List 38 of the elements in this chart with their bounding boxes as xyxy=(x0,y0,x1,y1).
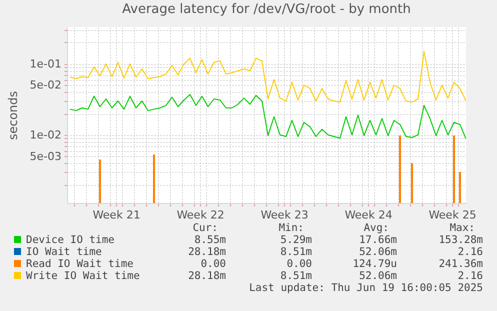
legend-label: IO Wait time xyxy=(26,246,102,258)
text: 0.00 xyxy=(200,258,226,270)
text: Max: xyxy=(450,222,475,234)
text: 17.66m xyxy=(359,234,397,246)
text: 52.06m xyxy=(359,246,397,258)
legend-label: Write IO Wait time xyxy=(26,270,140,282)
line-series xyxy=(70,94,466,140)
text: 8.51m xyxy=(280,270,312,282)
text: 0.00 xyxy=(286,258,312,270)
text: 2.16 xyxy=(458,270,483,282)
y-tick-label: 1e-02 xyxy=(30,128,62,142)
text: 28.18m xyxy=(188,246,226,258)
text: 28.18m xyxy=(188,270,226,282)
legend-label: Read IO Wait time xyxy=(26,258,134,270)
y-tick-label: 5e-03 xyxy=(30,150,62,163)
y-tick-label: 1e-01 xyxy=(30,57,62,70)
x-tick-label: Week 21 xyxy=(92,208,140,222)
text: 52.06m xyxy=(359,270,397,282)
legend-label: Device IO time xyxy=(26,234,115,246)
x-tick-label: Week 25 xyxy=(428,208,476,222)
line-series xyxy=(70,50,466,103)
y-tick-label: 5e-02 xyxy=(30,78,62,92)
text: Last update: Thu Jun 19 16:00:05 2025 xyxy=(249,282,483,294)
x-tick-label: Week 22 xyxy=(176,208,224,222)
y-axis-title: seconds xyxy=(6,90,20,140)
text: Avg: xyxy=(364,222,389,234)
chart-title: Average latency for /dev/VG/root - by month xyxy=(122,2,411,17)
text: 8.51m xyxy=(280,246,312,258)
x-tick-label: Week 24 xyxy=(344,208,392,222)
text: Min: xyxy=(278,222,304,234)
text: 124.79u xyxy=(352,258,397,270)
text: Cur: xyxy=(192,222,218,234)
text: 153.28m xyxy=(438,234,483,246)
text: 241.36m xyxy=(438,258,483,270)
text: 8.55m xyxy=(194,234,226,246)
text: 2.16 xyxy=(458,246,483,258)
x-tick-label: Week 23 xyxy=(260,208,308,222)
text: 5.29m xyxy=(280,234,312,246)
